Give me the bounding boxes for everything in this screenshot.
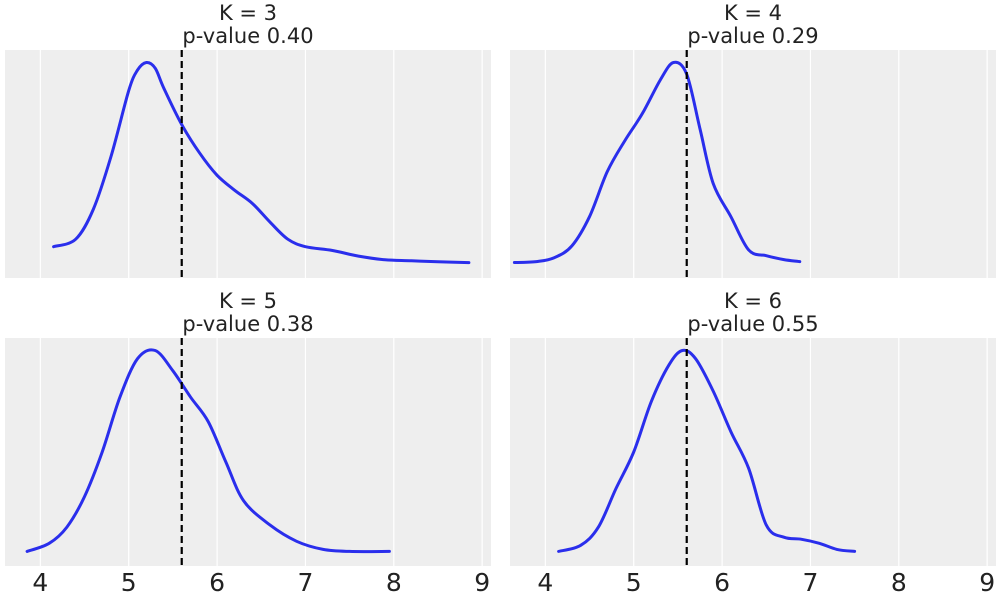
x-tick-label: 7 [297, 568, 313, 597]
plot-area [5, 50, 491, 278]
plot-area [510, 50, 996, 278]
plot-area [5, 338, 491, 566]
panel-4: K = 6p-value 0.55 4 5 6 7 8 9 [510, 289, 996, 597]
x-tick-label: 5 [121, 568, 137, 597]
plot-area [510, 338, 996, 566]
x-tick-label: 4 [32, 568, 48, 597]
x-tick-label: 9 [979, 568, 995, 597]
kde-curve [557, 348, 857, 553]
x-tick-label: 9 [474, 568, 490, 597]
panel-title: K = 6 [724, 289, 782, 313]
panel-subtitle: p-value 0.38 [182, 312, 313, 336]
panel-subtitle: p-value 0.55 [687, 312, 818, 336]
x-tick-label: 5 [626, 568, 642, 597]
panel-title: K = 3 [219, 1, 277, 25]
x-tick-label: 6 [714, 568, 730, 597]
panel-title: K = 4 [724, 1, 782, 25]
kde-curve [52, 60, 471, 265]
panel-2: K = 4p-value 0.29 [510, 1, 996, 278]
panel-title: K = 5 [219, 289, 277, 313]
panel-subtitle: p-value 0.29 [687, 24, 818, 48]
x-tick-label: 4 [537, 568, 553, 597]
x-tick-label: 6 [209, 568, 225, 597]
panel-3: K = 5p-value 0.38 4 5 6 7 8 9 [5, 289, 491, 597]
x-tick-label: 8 [386, 568, 402, 597]
panel-1: K = 3p-value 0.40 [5, 1, 491, 278]
panel-subtitle: p-value 0.40 [182, 24, 313, 48]
x-tick-label: 7 [802, 568, 818, 597]
kde-curve [512, 60, 802, 264]
x-tick-label: 8 [891, 568, 907, 597]
